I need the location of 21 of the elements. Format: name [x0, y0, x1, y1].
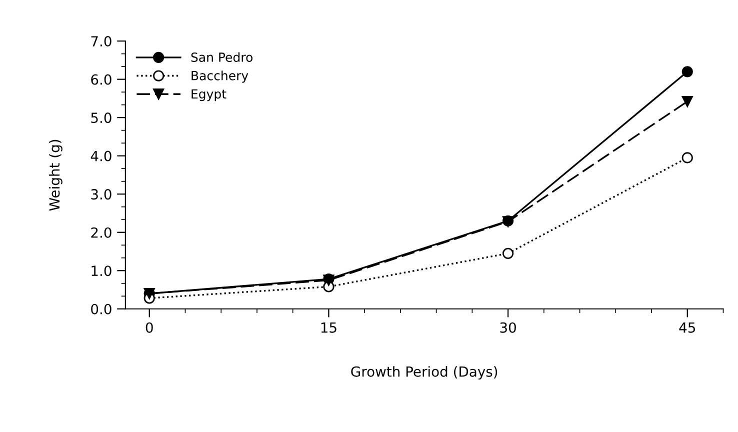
x-tick-label: 15 [321, 322, 336, 333]
point [502, 248, 514, 259]
legend-label: San Pedro [191, 52, 252, 62]
x-tick-label: 45 [679, 322, 695, 333]
y-tick-label: 3.0 [91, 189, 112, 200]
legend-label: Egypt [192, 89, 226, 102]
legend-label: Bacchery [192, 70, 248, 83]
y-tick-label: 6.0 [91, 74, 112, 85]
point [682, 152, 693, 164]
x-axis-title: Growth Period (Days) [351, 366, 498, 380]
y-tick-label: 1.0 [92, 266, 112, 276]
y-tick-label: 5.0 [91, 112, 112, 124]
y-tick-label: 0.0 [91, 304, 112, 314]
point [682, 66, 693, 78]
x-tick-label: 0 [146, 322, 153, 333]
y-tick-label: 4.0 [90, 150, 112, 162]
point [682, 96, 693, 108]
y-tick-label: 2.0 [91, 227, 112, 238]
x-tick-label: 30 [500, 322, 516, 333]
y-tick-label: 7.0 [91, 36, 112, 47]
y-axis-title: Weight (g) [48, 140, 62, 211]
